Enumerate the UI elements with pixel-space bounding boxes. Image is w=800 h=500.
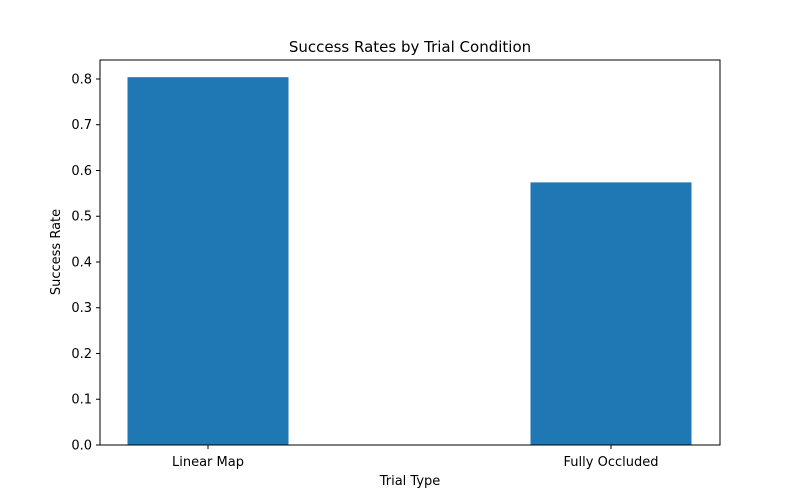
y-tick-label: 0.4: [71, 255, 92, 270]
x-tick-label: Linear Map: [172, 455, 244, 470]
y-tick-label: 0.8: [71, 72, 92, 87]
y-tick-label: 0.6: [71, 164, 92, 179]
y-tick-label: 0.7: [71, 118, 92, 133]
y-tick-label: 0.3: [71, 301, 92, 316]
y-tick-label: 0.2: [71, 347, 92, 362]
bar-linear-map: [127, 77, 289, 445]
y-axis-ticks: 0.0 0.1 0.2 0.3 0.4 0.5 0.6 0.7 0.8: [71, 72, 100, 454]
x-tick-label: Fully Occluded: [564, 455, 659, 470]
chart-title: Success Rates by Trial Condition: [289, 38, 531, 56]
y-tick-label: 0.5: [71, 210, 92, 225]
bars-group: [127, 77, 692, 445]
plot-frame: [99, 59, 721, 446]
x-axis-ticks: Linear Map Fully Occluded: [172, 445, 658, 470]
y-axis-label: Success Rate: [49, 209, 64, 295]
x-axis-label: Trial Type: [379, 474, 441, 489]
bar-fully-occluded: [530, 182, 692, 445]
y-tick-label: 0.1: [71, 393, 92, 408]
y-tick-label: 0.0: [71, 439, 92, 454]
